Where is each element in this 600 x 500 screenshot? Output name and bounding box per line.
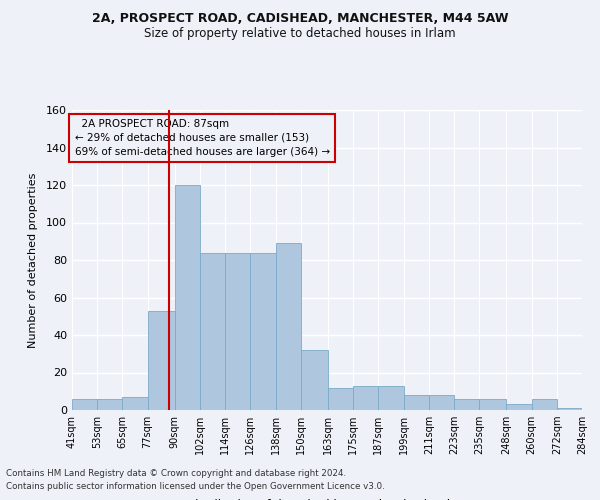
Text: 2A, PROSPECT ROAD, CADISHEAD, MANCHESTER, M44 5AW: 2A, PROSPECT ROAD, CADISHEAD, MANCHESTER…: [92, 12, 508, 26]
Bar: [557, 408, 582, 410]
Text: Size of property relative to detached houses in Irlam: Size of property relative to detached ho…: [144, 28, 456, 40]
Bar: [250, 252, 275, 410]
Y-axis label: Number of detached properties: Number of detached properties: [28, 172, 38, 348]
Bar: [200, 252, 225, 410]
Bar: [225, 252, 250, 410]
Bar: [148, 310, 175, 410]
Text: Contains public sector information licensed under the Open Government Licence v3: Contains public sector information licen…: [6, 482, 385, 491]
Bar: [175, 185, 200, 410]
Bar: [97, 399, 122, 410]
Bar: [404, 395, 429, 410]
Bar: [122, 397, 148, 410]
X-axis label: Distribution of detached houses by size in Irlam: Distribution of detached houses by size …: [185, 499, 469, 500]
Bar: [72, 399, 97, 410]
Bar: [328, 388, 353, 410]
Bar: [506, 404, 532, 410]
Bar: [429, 395, 454, 410]
Bar: [479, 399, 506, 410]
Text: Contains HM Land Registry data © Crown copyright and database right 2024.: Contains HM Land Registry data © Crown c…: [6, 468, 346, 477]
Bar: [353, 386, 379, 410]
Bar: [532, 399, 557, 410]
Bar: [454, 399, 479, 410]
Text: 2A PROSPECT ROAD: 87sqm  
← 29% of detached houses are smaller (153)
69% of semi: 2A PROSPECT ROAD: 87sqm ← 29% of detache…: [74, 119, 329, 157]
Bar: [301, 350, 328, 410]
Bar: [379, 386, 404, 410]
Bar: [275, 243, 301, 410]
